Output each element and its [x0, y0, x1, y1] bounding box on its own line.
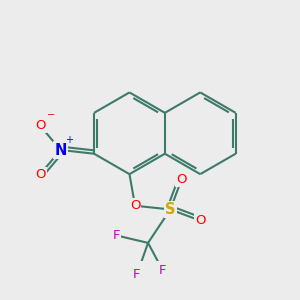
Text: S: S: [165, 202, 175, 217]
Text: O: O: [130, 199, 140, 212]
Text: −: −: [46, 110, 55, 120]
Text: O: O: [35, 168, 46, 181]
Text: F: F: [159, 264, 167, 277]
Text: N: N: [55, 142, 67, 158]
Text: O: O: [195, 214, 205, 227]
Text: F: F: [113, 229, 120, 242]
Text: O: O: [35, 119, 46, 132]
Text: +: +: [65, 135, 73, 145]
Text: O: O: [176, 173, 187, 186]
Text: F: F: [133, 268, 141, 281]
